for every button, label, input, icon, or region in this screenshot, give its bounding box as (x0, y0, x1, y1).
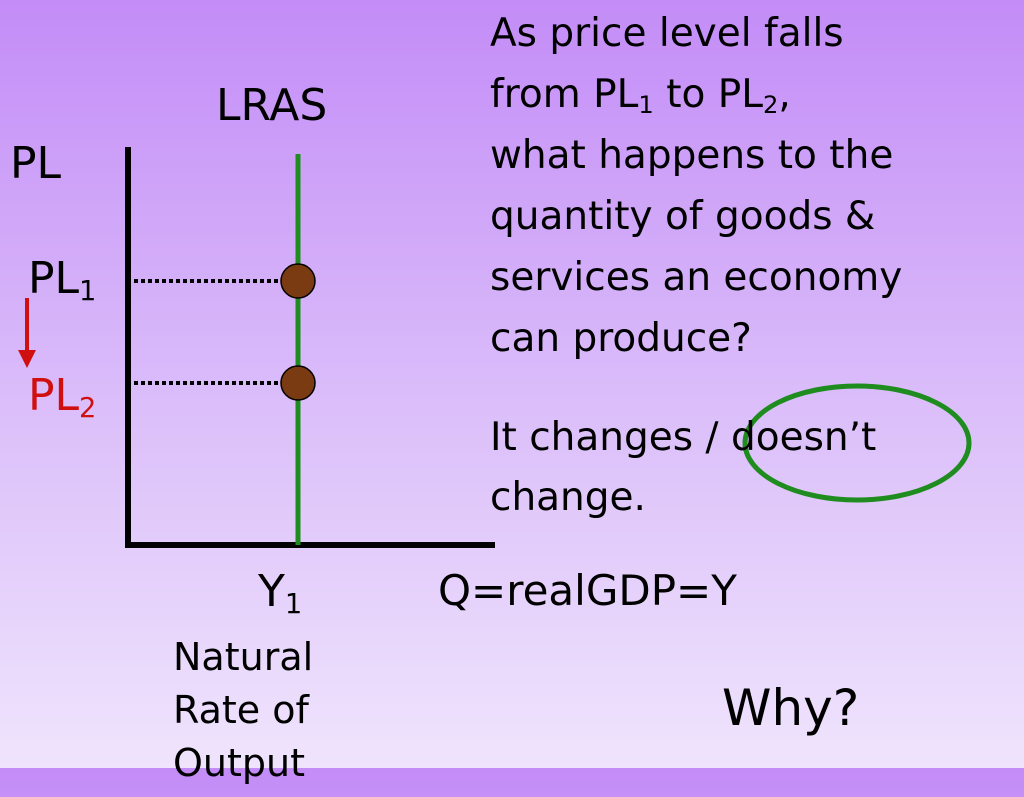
y-axis-label: PL (10, 138, 62, 189)
note-line: Output (173, 741, 305, 785)
question-text: from PL (490, 72, 639, 117)
subscript: 2 (79, 392, 97, 424)
output-note: Natural Rate of Output (173, 638, 313, 797)
question-text: As price level falls (490, 11, 844, 56)
price-level: PL1 (28, 257, 96, 305)
question-text: what happens to the (490, 133, 894, 178)
price-level-base: PL (28, 370, 80, 421)
question-line: what happens to the (490, 136, 902, 197)
question-text: quantity of goods & (490, 194, 876, 239)
answer-line: change. (490, 475, 646, 520)
curve-label: LRAS (216, 80, 328, 131)
output-base: Y (258, 566, 285, 617)
subscript: 1 (638, 91, 654, 120)
question-text: can produce? (490, 316, 752, 361)
graph (18, 147, 972, 548)
answer: It changes / doesn’t change. (490, 418, 876, 517)
price-level-base: PL (28, 253, 80, 304)
answer-circle (742, 383, 972, 503)
prompt: Why? (722, 679, 860, 737)
question-text: services an economy (490, 255, 903, 300)
subscript: 1 (79, 275, 97, 307)
price-level: PL2 (28, 374, 96, 422)
point (280, 263, 316, 299)
note-line: Natural (173, 635, 314, 679)
x-axis-label: Q=realGDP=Y (438, 566, 737, 615)
question-text: to PL (653, 72, 763, 117)
arrow-head (18, 350, 36, 368)
answer-line: It changes / doesn’t (490, 415, 877, 460)
question-line: from PL1 to PL2, (490, 75, 902, 136)
note-line: Rate of (173, 688, 309, 732)
subscript: 2 (763, 91, 779, 120)
point (280, 365, 316, 401)
question-line: quantity of goods & (490, 197, 902, 258)
question-line: As price level falls (490, 14, 902, 75)
question-text: , (778, 72, 791, 117)
output-label: Y1 (258, 570, 302, 618)
subscript: 1 (284, 588, 303, 620)
question: As price level falls from PL1 to PL2, what… (490, 14, 902, 380)
question-line: can produce? (490, 319, 902, 380)
question-line: services an economy (490, 258, 902, 319)
